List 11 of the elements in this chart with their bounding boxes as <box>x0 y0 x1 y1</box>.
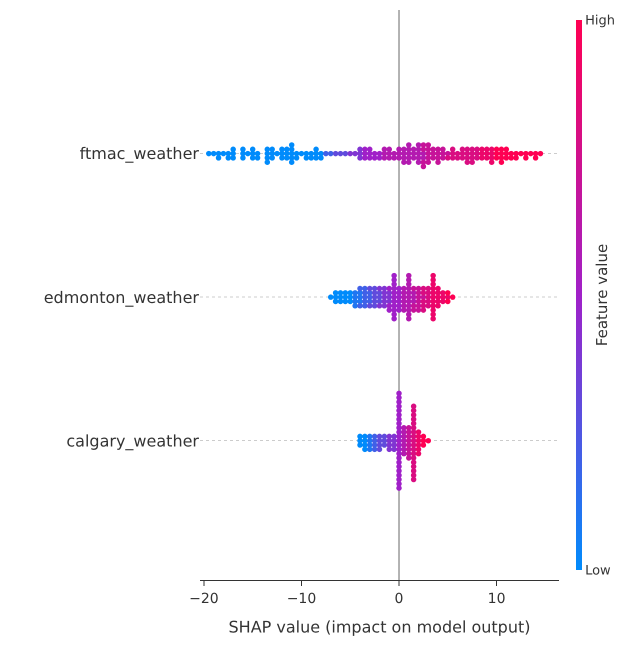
color-bar-title: Feature value <box>593 244 612 346</box>
x-tick-label: 0 <box>394 590 404 607</box>
x-tick-label: 10 <box>488 590 506 607</box>
color-bar-label: High <box>585 14 615 29</box>
y-tick-label: ftmac_weather <box>80 144 200 164</box>
y-tick-label: edmonton_weather <box>44 288 200 307</box>
x-tick-label: −20 <box>189 590 219 607</box>
y-tick-label: calgary_weather <box>66 431 200 450</box>
x-tick-label: −10 <box>286 590 316 607</box>
x-axis-title: SHAP value (impact on model output) <box>228 618 530 636</box>
color-bar-label: Low <box>585 564 612 579</box>
